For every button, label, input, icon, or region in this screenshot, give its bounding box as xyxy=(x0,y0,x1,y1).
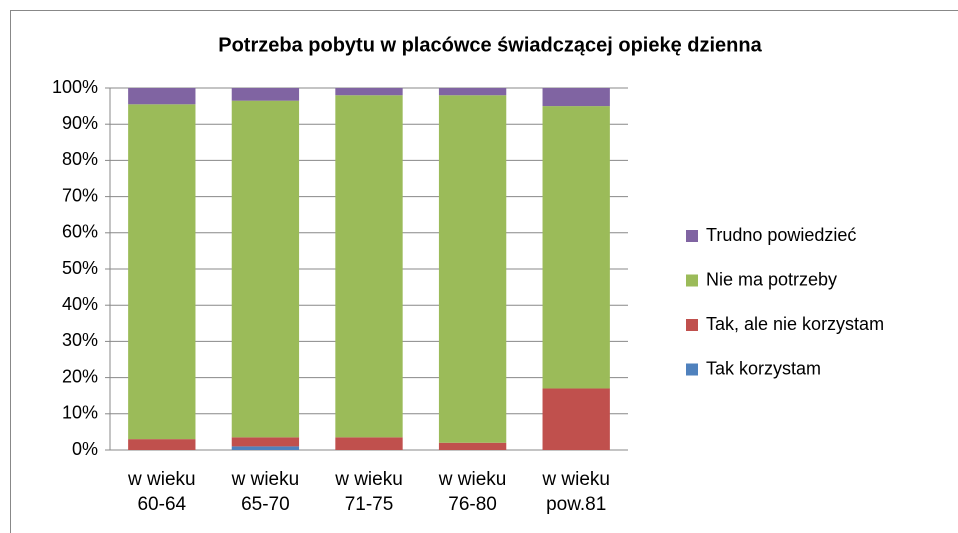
x-tick-label: w wieku 76-80 xyxy=(438,469,507,515)
y-tick-label: 40% xyxy=(62,294,98,314)
bar-segment xyxy=(335,437,403,450)
legend-label: Tak, ale nie korzystam xyxy=(706,314,884,334)
y-tick-label: 60% xyxy=(62,222,98,242)
legend-label: Trudno powiedzieć xyxy=(706,225,856,245)
bar-segment xyxy=(335,88,403,96)
bar-segment xyxy=(335,95,403,438)
chart-frame xyxy=(10,10,958,533)
y-tick-label: 50% xyxy=(62,258,98,278)
y-tick-label: 80% xyxy=(62,149,98,169)
x-tick-label: w wieku 71-75 xyxy=(335,469,403,515)
legend-swatch xyxy=(686,274,698,287)
legend-swatch xyxy=(686,319,698,331)
bar-segment xyxy=(438,95,507,443)
bar-segment xyxy=(438,442,507,450)
bar-segment xyxy=(128,88,196,105)
x-tick-label: w wieku pow.81 xyxy=(542,469,610,515)
bar-segment xyxy=(128,439,196,450)
legend-swatch xyxy=(686,363,698,376)
bar-segment xyxy=(542,106,610,389)
y-tick-label: 90% xyxy=(62,113,98,133)
bar-segment xyxy=(231,446,300,450)
bar-segment xyxy=(231,88,300,101)
y-tick-label: 70% xyxy=(62,185,98,205)
x-tick-label: w wieku 65-70 xyxy=(231,469,300,515)
chart-title: Potrzeba pobytu w placówce świadczącej o… xyxy=(218,34,762,56)
y-tick-label: 0% xyxy=(72,439,98,459)
x-tick-label: w wieku 60-64 xyxy=(128,469,196,515)
legend-label: Nie ma potrzeby xyxy=(706,269,837,289)
bar-segment xyxy=(438,88,507,96)
y-tick-label: 100% xyxy=(52,77,98,97)
bar-segment xyxy=(542,388,610,450)
y-tick-label: 20% xyxy=(62,366,98,386)
legend-label: Tak korzystam xyxy=(706,358,821,378)
bar-segment xyxy=(231,437,300,447)
legend-swatch xyxy=(686,230,698,242)
y-tick-label: 30% xyxy=(62,330,98,350)
bar-segment xyxy=(542,88,610,107)
bar-segment xyxy=(128,104,196,440)
bar-segment xyxy=(231,100,300,438)
y-tick-label: 10% xyxy=(62,403,98,423)
